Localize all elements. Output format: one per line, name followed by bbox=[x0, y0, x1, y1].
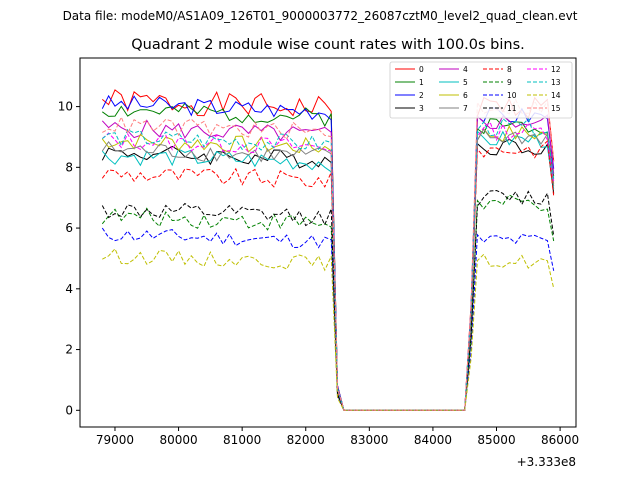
chart-suptitle: Data file: modeM0/AS1A09_126T01_90000037… bbox=[63, 9, 578, 23]
x-tick-label: 79000 bbox=[96, 433, 134, 447]
y-axis: 0 2 4 6 8 10 bbox=[58, 100, 80, 417]
x-tick-label: 83000 bbox=[350, 433, 388, 447]
legend-label-6: 6 bbox=[463, 91, 468, 100]
series-line-5 bbox=[101, 130, 555, 411]
x-tick-label: 84000 bbox=[414, 433, 452, 447]
x-axis-offset-label: +3.333e8 bbox=[517, 455, 576, 469]
series-line-13 bbox=[101, 117, 555, 411]
x-tick-label: 85000 bbox=[477, 433, 515, 447]
y-tick-label: 6 bbox=[65, 221, 73, 235]
series-line-10 bbox=[101, 227, 555, 411]
legend-label-4: 4 bbox=[463, 65, 468, 74]
series-line-6 bbox=[101, 125, 555, 411]
series-line-11 bbox=[101, 189, 555, 411]
y-tick-label: 2 bbox=[65, 343, 73, 357]
x-tick-label: 81000 bbox=[223, 433, 261, 447]
series-layer bbox=[101, 89, 555, 411]
plot-area-frame bbox=[79, 57, 577, 428]
legend-label-14: 14 bbox=[551, 91, 561, 100]
legend-label-1: 1 bbox=[419, 78, 424, 87]
legend-label-8: 8 bbox=[507, 65, 512, 74]
legend-label-5: 5 bbox=[463, 78, 468, 87]
series-line-9 bbox=[101, 194, 555, 411]
legend-label-2: 2 bbox=[419, 91, 424, 100]
legend-label-0: 0 bbox=[419, 65, 424, 74]
chart-title: Quadrant 2 module wise count rates with … bbox=[131, 37, 525, 53]
series-line-8 bbox=[101, 140, 555, 411]
series-line-7 bbox=[101, 128, 555, 411]
legend-label-11: 11 bbox=[507, 104, 517, 113]
legend-label-12: 12 bbox=[551, 65, 561, 74]
series-line-12 bbox=[101, 121, 555, 411]
legend-label-13: 13 bbox=[551, 78, 561, 87]
series-line-0 bbox=[101, 89, 555, 411]
legend-label-7: 7 bbox=[463, 104, 468, 113]
legend-label-15: 15 bbox=[551, 104, 561, 113]
series-line-15 bbox=[102, 98, 555, 411]
legend-label-10: 10 bbox=[507, 91, 517, 100]
legend-label-9: 9 bbox=[507, 78, 512, 87]
x-tick-label: 86000 bbox=[541, 433, 579, 447]
legend-label-3: 3 bbox=[419, 104, 424, 113]
x-tick-label: 80000 bbox=[159, 433, 197, 447]
x-axis: 79000 80000 81000 82000 83000 84000 85000 86000 bbox=[96, 427, 579, 447]
y-tick-label: 10 bbox=[58, 100, 73, 114]
y-tick-label: 0 bbox=[65, 403, 73, 417]
series-line-14 bbox=[102, 247, 555, 411]
series-line-2 bbox=[101, 94, 555, 411]
y-tick-label: 8 bbox=[65, 160, 73, 174]
series-line-3 bbox=[101, 138, 555, 411]
legend-box bbox=[389, 61, 573, 119]
y-tick-label: 4 bbox=[65, 282, 73, 296]
x-tick-label: 82000 bbox=[287, 433, 325, 447]
series-line-1 bbox=[102, 102, 555, 411]
